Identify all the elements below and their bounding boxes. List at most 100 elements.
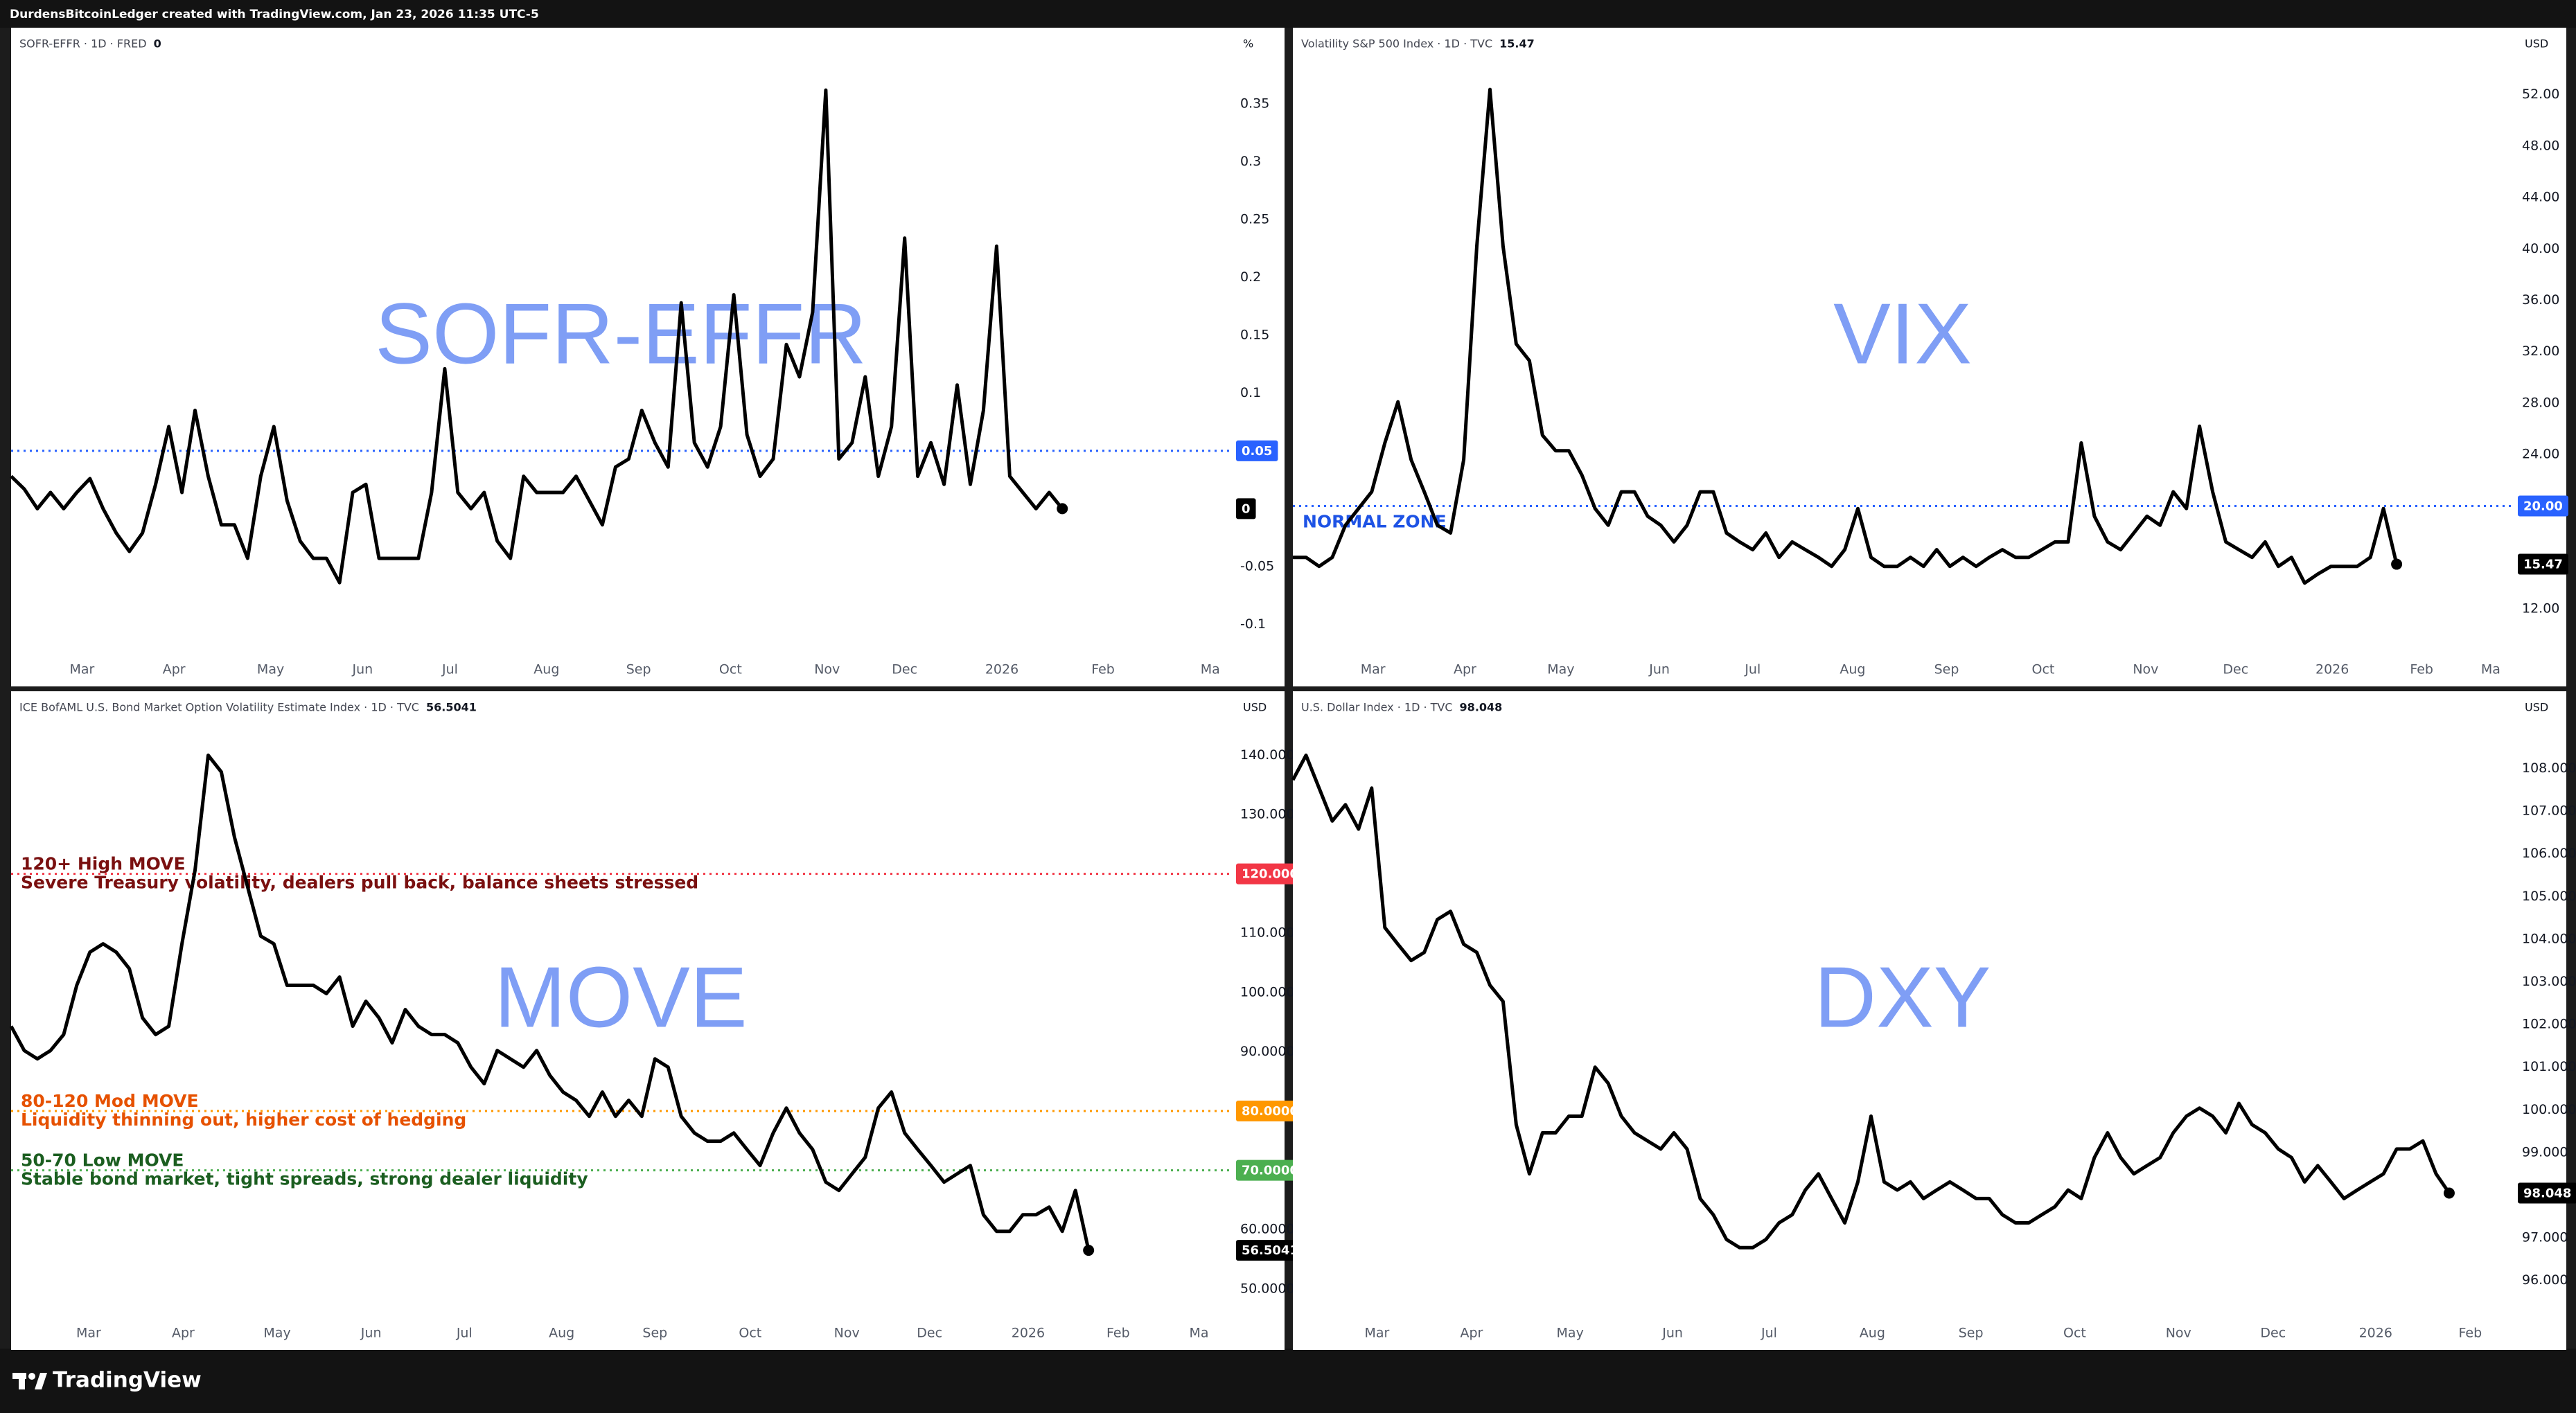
watermark: VIX xyxy=(1833,286,1972,382)
y-tick-label: 0.2 xyxy=(1240,269,1261,285)
x-tick-label: Apr xyxy=(163,662,186,677)
x-tick-label: May xyxy=(1557,1326,1584,1341)
level-annotation: 80-120 Mod MOVE xyxy=(21,1091,199,1111)
price-line xyxy=(9,753,1091,1251)
x-tick-label: Ma xyxy=(2481,662,2500,677)
price-badge xyxy=(1236,498,1256,519)
level-annotation: NORMAL ZONE xyxy=(1303,511,1447,531)
y-tick-label: -0.05 xyxy=(1240,558,1274,574)
y-tick-label: 108.000 xyxy=(2522,761,2576,776)
x-tick-label: Oct xyxy=(2032,662,2055,677)
x-tick-label: 2026 xyxy=(2315,662,2349,677)
x-tick-label: Apr xyxy=(172,1326,195,1341)
x-tick-label: Oct xyxy=(719,662,742,677)
y-tick-label: 90.0000 xyxy=(1240,1044,1295,1059)
chart-title: Volatility S&P 500 Index · 1D · TVC xyxy=(1301,37,1492,51)
x-tick-label: Ma xyxy=(1189,1326,1208,1341)
y-tick-label: 50.0000 xyxy=(1240,1281,1295,1296)
x-tick-label: Dec xyxy=(917,1326,942,1341)
x-tick-label: 2026 xyxy=(2359,1326,2392,1341)
y-tick-label: 97.000 xyxy=(2522,1230,2568,1245)
price-badge-label: 0.05 xyxy=(1242,444,1272,459)
x-tick-label: Mar xyxy=(69,662,94,677)
logo-stem xyxy=(19,1373,25,1389)
x-tick-label: Jun xyxy=(1648,662,1670,677)
y-tick-label: 105.000 xyxy=(2522,889,2576,904)
chart-panel: SOFR-EFFR SOFR-EFFR · 1D · FRED 0 % 0.35 0.3 0… xyxy=(10,28,1285,686)
logo-dot xyxy=(28,1373,35,1380)
price-badge xyxy=(1236,440,1278,461)
brand-logo[interactable]: TradingView xyxy=(12,1368,202,1393)
y-tick-label: 32.00 xyxy=(2522,344,2559,359)
price-badge xyxy=(2518,495,2568,517)
y-tick-label: 0.1 xyxy=(1240,385,1261,400)
x-tick-label: Aug xyxy=(533,662,559,677)
x-tick-label: Jun xyxy=(351,662,373,677)
y-tick-label: 12.00 xyxy=(2522,601,2559,616)
x-tick-label: Aug xyxy=(1840,662,1865,677)
price-badge xyxy=(1236,1100,1304,1121)
price-badge-label: 15.47 xyxy=(2523,558,2563,572)
x-tick-label: Sep xyxy=(642,1326,667,1341)
y-tick-label: 107.000 xyxy=(2522,803,2576,819)
y-tick-label: 0.3 xyxy=(1240,154,1261,169)
y-tick-label: 106.000 xyxy=(2522,846,2576,861)
watermark: MOVE xyxy=(494,950,747,1045)
price-badge-label: 0 xyxy=(1242,501,1251,516)
x-tick-label: 2026 xyxy=(985,662,1018,677)
last-point xyxy=(2443,1187,2455,1199)
watermark: DXY xyxy=(1815,950,1991,1045)
x-tick-label: Dec xyxy=(892,662,917,677)
y-tick-label: 60.0000 xyxy=(1240,1222,1295,1237)
title-last-value: 15.47 xyxy=(1499,37,1535,51)
bottom-bar xyxy=(0,1349,2576,1413)
y-tick-label: -0.1 xyxy=(1240,616,1266,632)
x-tick-label: Feb xyxy=(1091,662,1115,677)
x-tick-label: Aug xyxy=(1860,1326,1885,1341)
x-tick-label: Feb xyxy=(1106,1326,1130,1341)
y-tick-label: 24.00 xyxy=(2522,447,2559,462)
price-badge-label: 20.00 xyxy=(2523,499,2563,513)
level-annotation: Stable bond market, tight spreads, stron… xyxy=(21,1169,588,1189)
panel-background xyxy=(1293,28,2566,686)
x-tick-label: Jun xyxy=(1661,1326,1683,1341)
x-tick-label: May xyxy=(257,662,284,677)
y-tick-label: 48.00 xyxy=(2522,138,2559,153)
x-tick-label: Nov xyxy=(814,662,840,677)
y-tick-label: 99.000 xyxy=(2522,1144,2568,1159)
x-tick-label: Mar xyxy=(1364,1326,1389,1341)
x-tick-label: Sep xyxy=(1959,1326,1984,1341)
x-tick-label: Jul xyxy=(456,1326,473,1341)
x-tick-label: Apr xyxy=(1460,1326,1483,1341)
y-tick-label: 40.00 xyxy=(2522,241,2559,256)
x-tick-label: Jul xyxy=(1744,662,1761,677)
header-text: DurdensBitcoinLedger created with Tradin… xyxy=(10,8,539,21)
x-tick-label: Jul xyxy=(1761,1326,1777,1341)
price-badge xyxy=(1236,1159,1304,1181)
x-tick-label: Apr xyxy=(1454,662,1476,677)
brand-name: TradingView xyxy=(53,1368,202,1393)
price-badge-label: 98.048 xyxy=(2523,1186,2571,1200)
y-tick-label: 28.00 xyxy=(2522,395,2559,410)
x-tick-label: Nov xyxy=(2133,662,2158,677)
price-badge-label: 56.5041 xyxy=(1242,1243,1298,1258)
y-tick-label: 140.0000 xyxy=(1240,747,1303,763)
x-tick-label: Oct xyxy=(739,1326,761,1341)
axis-unit: USD xyxy=(1243,701,1267,714)
y-tick-label: 104.000 xyxy=(2522,931,2576,946)
level-annotation: 50-70 Low MOVE xyxy=(21,1150,184,1171)
y-tick-label: 36.00 xyxy=(2522,292,2559,308)
x-tick-label: May xyxy=(263,1326,290,1341)
title-last-value: 56.5041 xyxy=(426,701,477,714)
top-bar xyxy=(0,0,2576,28)
panel-background xyxy=(11,691,1285,1350)
price-badge-label: 70.0000 xyxy=(1242,1164,1298,1178)
y-tick-label: 96.000 xyxy=(2522,1272,2568,1288)
x-tick-label: Jun xyxy=(360,1326,382,1341)
y-tick-label: 0.35 xyxy=(1240,96,1269,112)
price-badge-label: 80.0000 xyxy=(1242,1104,1298,1119)
chart-panel: DXY U.S. Dollar Index · 1D · TVC 98.048 USD… xyxy=(1291,691,2576,1350)
chart-panel: VIX Volatility S&P 500 Index · 1D · TVC 15… xyxy=(1293,28,2568,686)
panel-background xyxy=(11,28,1285,686)
